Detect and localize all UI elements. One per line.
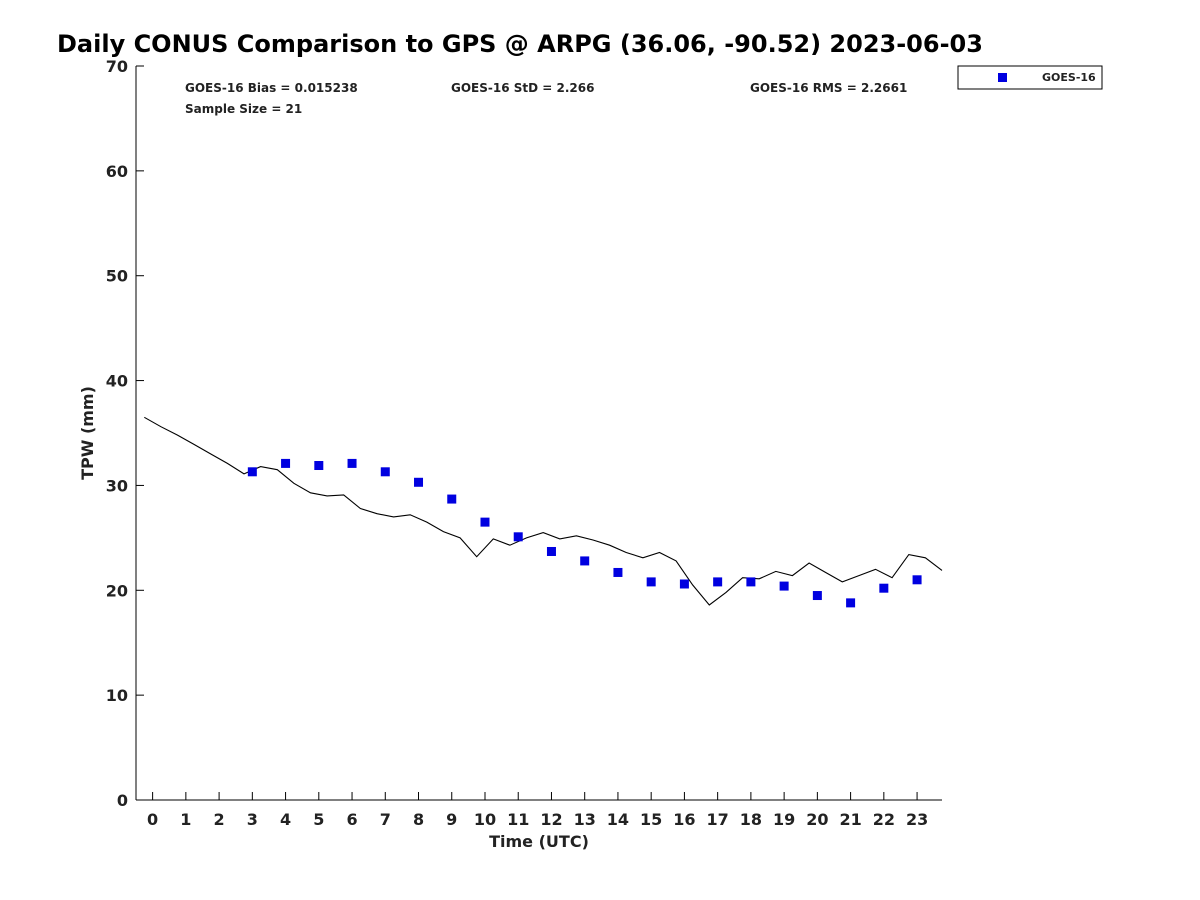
- bias-stat: GOES-16 Bias = 0.015238: [185, 81, 358, 95]
- x-tick-label: 11: [507, 810, 529, 829]
- y-tick-label: 50: [106, 267, 128, 286]
- y-tick-label: 60: [106, 162, 128, 181]
- goes16-point: [646, 577, 656, 587]
- goes16-point: [779, 581, 789, 591]
- goes16-point: [746, 577, 756, 587]
- x-tick-label: 16: [673, 810, 695, 829]
- goes16-point: [281, 458, 291, 468]
- x-tick-label: 7: [380, 810, 391, 829]
- x-tick-label: 13: [574, 810, 596, 829]
- goes16-point: [380, 467, 390, 477]
- y-tick-label: 20: [106, 581, 128, 600]
- x-tick-label: 10: [474, 810, 496, 829]
- goes16-point: [546, 546, 556, 556]
- x-tick-label: 5: [313, 810, 324, 829]
- x-tick-label: 1: [180, 810, 191, 829]
- goes16-point: [314, 461, 324, 471]
- y-tick-label: 0: [117, 791, 128, 810]
- x-tick-label: 6: [346, 810, 357, 829]
- plot-frame: [135, 66, 942, 801]
- y-tick-label: 70: [106, 57, 128, 76]
- goes16-point: [480, 517, 490, 527]
- y-tick-label: 10: [106, 686, 128, 705]
- goes16-point: [713, 577, 723, 587]
- legend-box: [957, 65, 1103, 90]
- legend-label: GOES-16: [1042, 71, 1096, 84]
- x-axis-label: Time (UTC): [489, 832, 589, 851]
- goes16-scatter-series: [247, 458, 922, 608]
- gps-tpw-line: [144, 416, 943, 606]
- x-tick-label: 9: [446, 810, 457, 829]
- chart-title: Daily CONUS Comparison to GPS @ ARPG (36…: [57, 30, 983, 58]
- x-tick-label: 22: [873, 810, 895, 829]
- goes16-point: [247, 467, 257, 477]
- x-tick-label: 20: [806, 810, 828, 829]
- x-tick-label: 12: [540, 810, 562, 829]
- x-tick-label: 2: [214, 810, 225, 829]
- y-axis-label: TPW (mm): [78, 386, 97, 480]
- goes16-point: [613, 567, 623, 577]
- x-tick-label: 17: [707, 810, 729, 829]
- goes16-point: [846, 598, 856, 608]
- x-tick-label: 8: [413, 810, 424, 829]
- x-tick-label: 18: [740, 810, 762, 829]
- legend: GOES-16: [957, 65, 1103, 90]
- goes16-point: [414, 477, 424, 487]
- y-tick-label: 30: [106, 476, 128, 495]
- x-tick-label: 19: [773, 810, 795, 829]
- x-ticks: 0 1 2 3 4 5 6 7 8 9 10 11 12 13 14 15 16 17 18 19 20 21 22 23: [147, 792, 928, 829]
- y-tick-label: 40: [106, 372, 128, 391]
- legend-marker: [998, 73, 1007, 82]
- sample-size-stat: Sample Size = 21: [185, 102, 302, 116]
- x-tick-label: 23: [906, 810, 928, 829]
- goes16-point: [679, 579, 689, 589]
- goes16-point: [513, 532, 523, 542]
- rms-stat: GOES-16 RMS = 2.2661: [750, 81, 907, 95]
- goes16-point: [912, 575, 922, 585]
- goes16-point: [812, 591, 822, 601]
- goes16-point: [347, 458, 357, 468]
- gps-line-series: [144, 416, 943, 606]
- x-tick-label: 3: [247, 810, 258, 829]
- x-tick-label: 15: [640, 810, 662, 829]
- goes16-point: [879, 583, 889, 593]
- goes16-point: [580, 556, 590, 566]
- x-tick-label: 0: [147, 810, 158, 829]
- y-ticks: 0 10 20 30 40 50 60 70: [106, 57, 144, 810]
- x-tick-label: 14: [607, 810, 629, 829]
- goes16-point: [447, 494, 457, 504]
- std-stat: GOES-16 StD = 2.266: [451, 81, 594, 95]
- x-tick-label: 4: [280, 810, 291, 829]
- x-tick-label: 21: [839, 810, 861, 829]
